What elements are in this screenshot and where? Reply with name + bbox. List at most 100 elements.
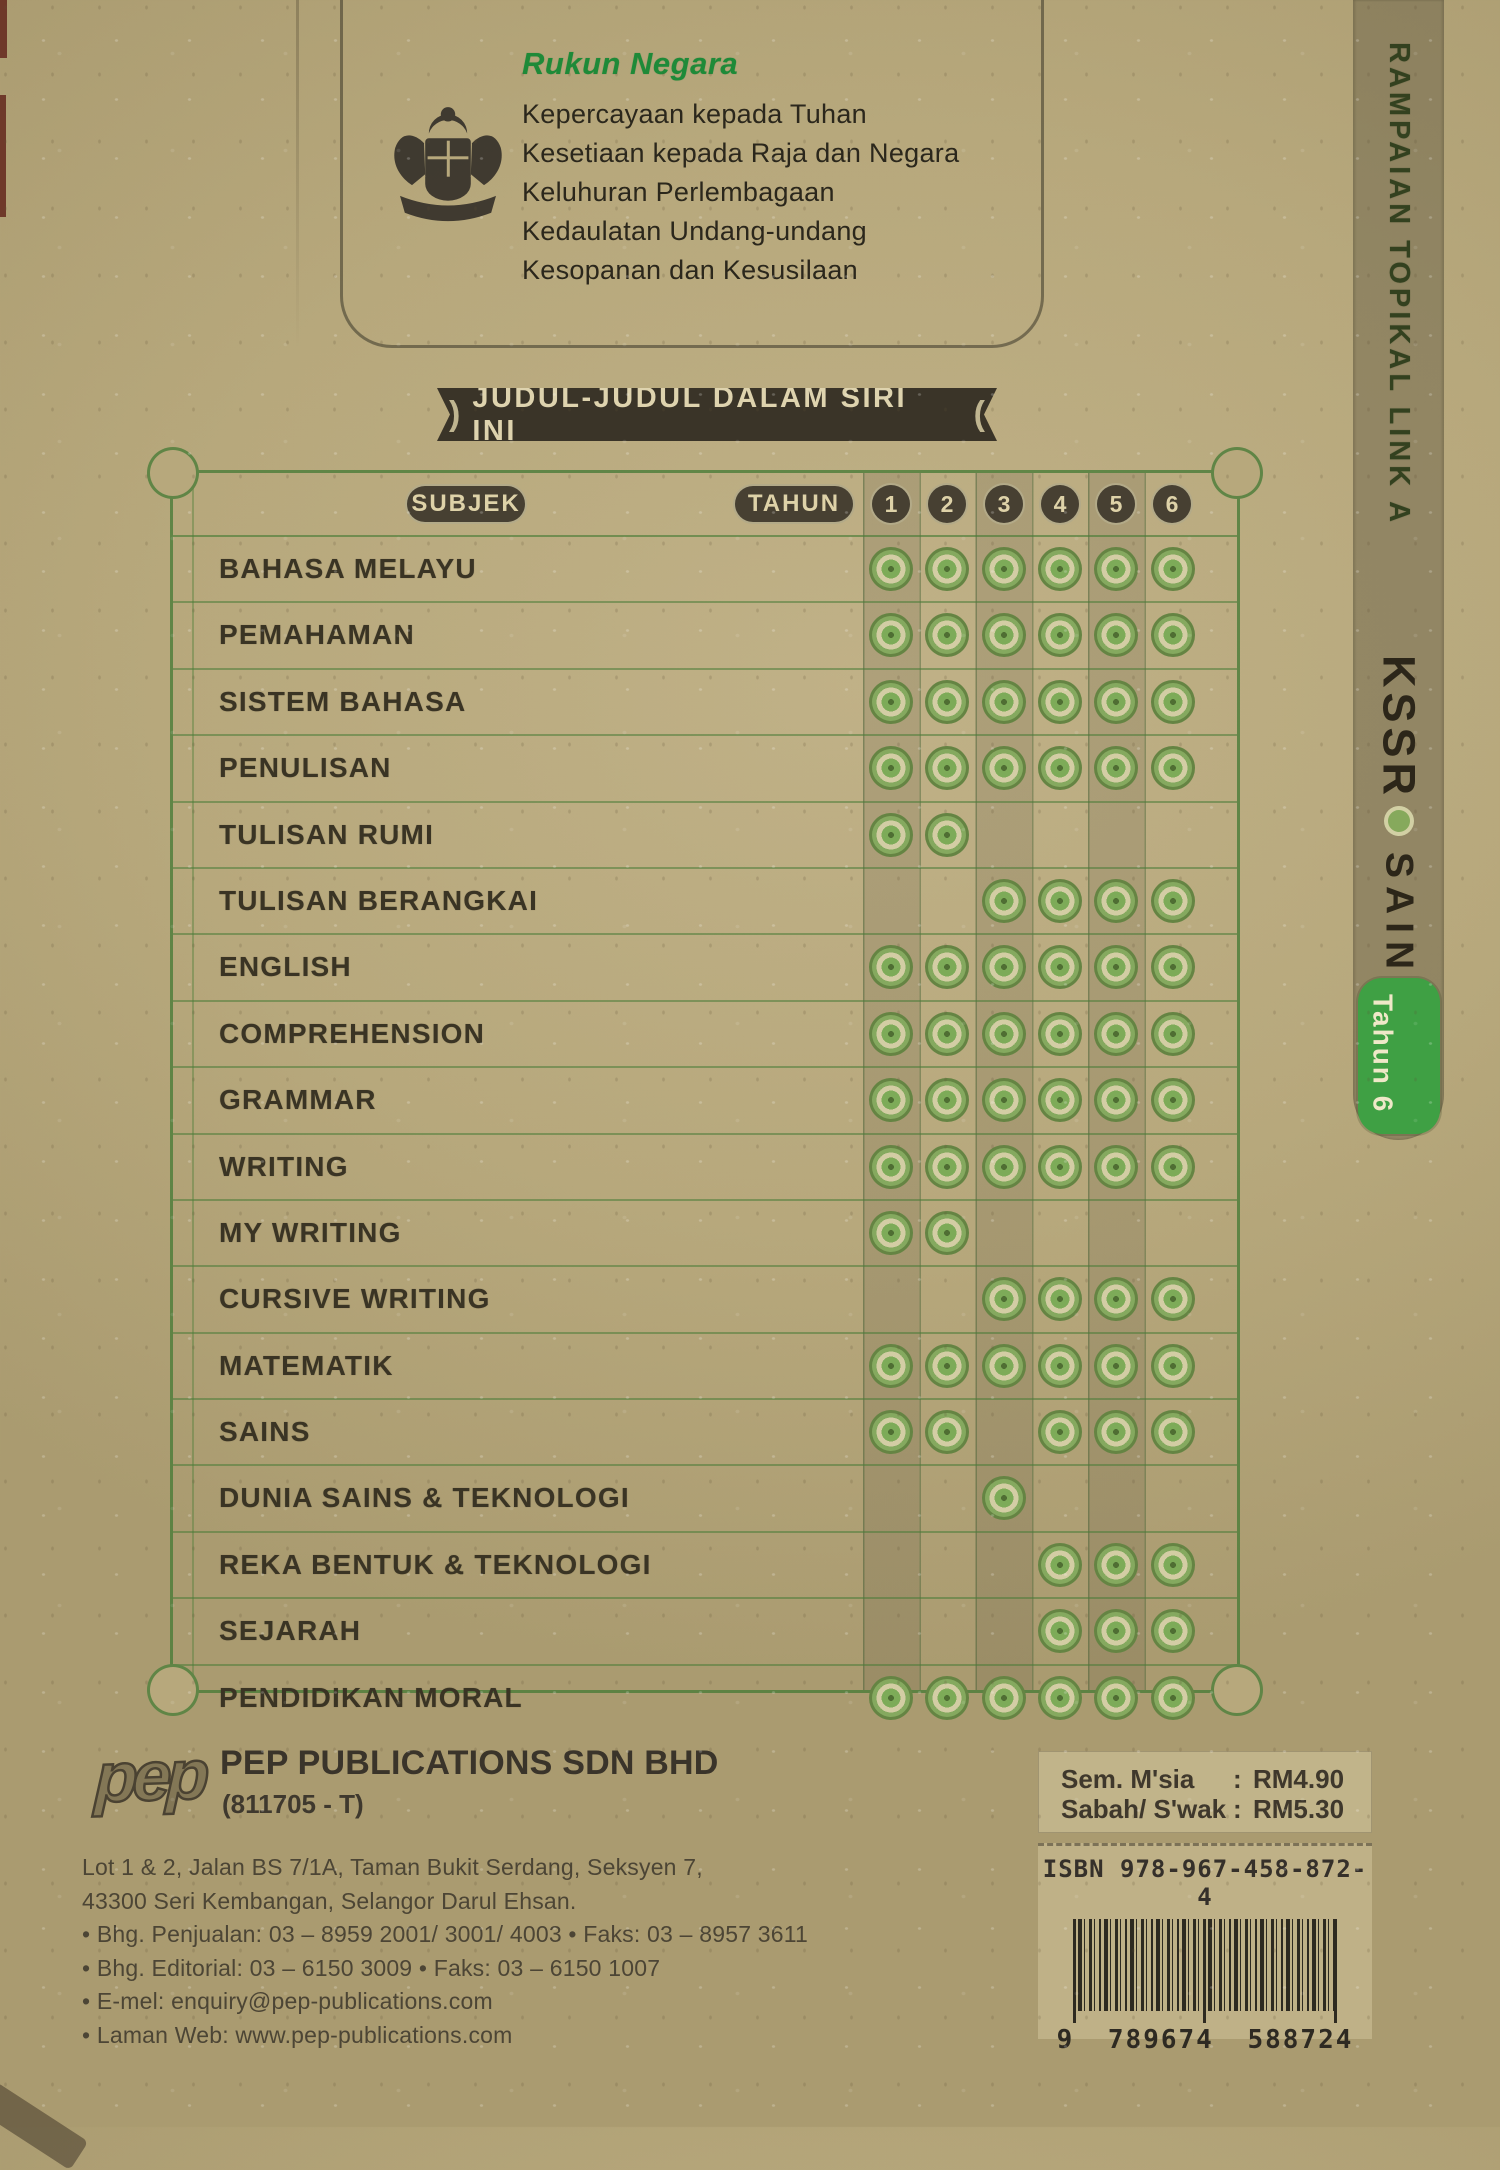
availability-dot <box>1150 1343 1195 1388</box>
availability-dot <box>925 1078 970 1123</box>
table-row: WRITING <box>173 1135 1237 1201</box>
table-row: MATEMATIK <box>173 1334 1237 1401</box>
availability-dot <box>1150 1011 1195 1056</box>
table-rows: BAHASA MELAYU PEMAHAMAN SISTEM BAHASA PENUL… <box>173 537 1237 1730</box>
rukun-negara-panel <box>340 0 1044 348</box>
availability-dot <box>925 1144 970 1189</box>
table-row: PEMAHAMAN <box>173 603 1237 670</box>
subject-label: SISTEM BAHASA <box>219 685 467 717</box>
table-header-row: SUBJEK TAHUN 1 2 3 4 5 6 <box>173 473 1237 537</box>
subject-label: GRAMMAR <box>219 1084 377 1116</box>
year-badge: Tahun 6 <box>1357 978 1440 1135</box>
year-number-badge: 5 <box>1095 483 1137 525</box>
availability-dot <box>981 613 1026 658</box>
availability-dot <box>981 878 1026 923</box>
availability-dot <box>1150 878 1195 923</box>
malaysia-coat-of-arms-icon <box>394 107 502 222</box>
availability-dot <box>1094 547 1139 591</box>
availability-dot <box>869 613 913 658</box>
subject-label: REKA BENTUK & TEKNOLOGI <box>219 1548 652 1580</box>
availability-dot <box>869 1675 913 1720</box>
contact-line: • Bhg. Editorial: 03 – 6150 3009 • Faks:… <box>82 1954 661 1981</box>
subject-label: PENULISAN <box>219 752 392 784</box>
rukun-principle: Kedaulatan Undang-undang <box>522 216 867 246</box>
price-row: Sabah/ S'wak : RM5.30 <box>1061 1794 1371 1824</box>
availability-dot <box>925 945 970 990</box>
availability-dot <box>1094 1144 1139 1189</box>
ribbon-end-ornament: ) <box>449 395 461 433</box>
availability-dot <box>981 945 1026 990</box>
availability-dot <box>1150 613 1195 658</box>
availability-dot <box>925 547 970 591</box>
year-number-badge: 2 <box>926 483 968 525</box>
table-accent-line <box>192 473 194 1690</box>
rukun-principle: Keluhuran Perlembagaan <box>522 177 835 207</box>
availability-dot <box>1094 1675 1139 1720</box>
table-row: SISTEM BAHASA <box>173 670 1237 737</box>
subject-label: BAHASA MELAYU <box>219 553 477 584</box>
pep-logo: pep <box>92 1734 207 1818</box>
spine-curriculum: KSSR <box>1373 655 1425 801</box>
subject-label: SEJARAH <box>219 1615 362 1647</box>
table-corner-ornament <box>1211 447 1263 499</box>
table-row: ENGLISH <box>173 935 1237 1002</box>
availability-dot <box>869 1011 913 1056</box>
subject-label: SAINS <box>219 1416 311 1448</box>
isbn-label: ISBN 978-967-458-872-4 <box>1042 1855 1368 1911</box>
availability-dot <box>869 1210 913 1255</box>
availability-dot <box>869 679 913 724</box>
availability-dot <box>1094 945 1139 990</box>
availability-dot <box>869 1144 913 1189</box>
availability-dot <box>981 1078 1026 1123</box>
table-corner-ornament <box>147 1664 199 1716</box>
subject-label: TULISAN RUMI <box>219 818 435 850</box>
rukun-principle: Kesetiaan kepada Raja dan Negara <box>522 138 960 168</box>
subject-label: PEMAHAMAN <box>219 619 415 651</box>
availability-dot <box>981 1476 1026 1521</box>
series-banner-ribbon: ) JUDUL-JUDUL DALAM SIRI INI ( <box>437 388 997 441</box>
availability-dot <box>1150 1277 1195 1322</box>
availability-dot <box>869 547 913 591</box>
availability-dot <box>981 1011 1026 1056</box>
availability-dot <box>1094 878 1139 923</box>
spine-dot-icon <box>1383 806 1414 836</box>
availability-dot <box>981 1675 1026 1720</box>
series-availability-table: SUBJEK TAHUN 1 2 3 4 5 6 BAHASA MELAYU PE… <box>147 447 1263 1720</box>
subject-label: DUNIA SAINS & TEKNOLOGI <box>219 1482 630 1514</box>
availability-dot <box>981 679 1026 724</box>
availability-dot <box>1150 1410 1195 1455</box>
availability-dot <box>1037 679 1082 724</box>
contact-line: • Bhg. Penjualan: 03 – 8959 2001/ 3001/ … <box>82 1921 809 1947</box>
availability-dot <box>1150 1078 1195 1123</box>
availability-dot <box>925 746 970 791</box>
availability-dot <box>1094 1011 1139 1056</box>
availability-dot <box>925 812 970 857</box>
series-banner-label: JUDUL-JUDUL DALAM SIRI INI <box>472 381 908 447</box>
price-region: Sabah/ S'wak <box>1061 1794 1227 1824</box>
year-badge-label: Tahun 6 <box>1367 994 1399 1114</box>
availability-dot <box>869 1343 913 1388</box>
table-row: PENULISAN <box>173 736 1237 803</box>
availability-dot <box>981 547 1026 591</box>
price-amount: RM5.30 <box>1253 1794 1345 1824</box>
availability-dot <box>1094 613 1139 658</box>
year-number-badge: 6 <box>1151 483 1193 525</box>
price-panel: Sem. M'sia : RM4.90 Sabah/ S'wak : RM5.3… <box>1038 1751 1372 1833</box>
availability-dot <box>1094 679 1139 724</box>
availability-dot <box>1037 746 1082 791</box>
availability-dot <box>1037 1144 1082 1189</box>
table-row: COMPREHENSION <box>173 1002 1237 1069</box>
availability-dot <box>869 746 913 791</box>
availability-dot <box>925 1210 970 1255</box>
page-edge-mark <box>0 0 7 58</box>
availability-dot <box>925 1675 970 1720</box>
availability-dot <box>1094 1542 1139 1587</box>
subject-label: WRITING <box>219 1150 349 1182</box>
availability-dot <box>925 679 970 724</box>
cover-crease-line <box>296 0 299 350</box>
subject-label: COMPREHENSION <box>219 1017 486 1049</box>
table-row: PENDIDIKAN MORAL <box>173 1666 1237 1730</box>
publisher-contact-block: Lot 1 & 2, Jalan BS 7/1A, Taman Bukit Se… <box>82 1851 1002 2052</box>
price-region: Sem. M'sia <box>1061 1764 1195 1794</box>
availability-dot <box>1037 1277 1082 1322</box>
